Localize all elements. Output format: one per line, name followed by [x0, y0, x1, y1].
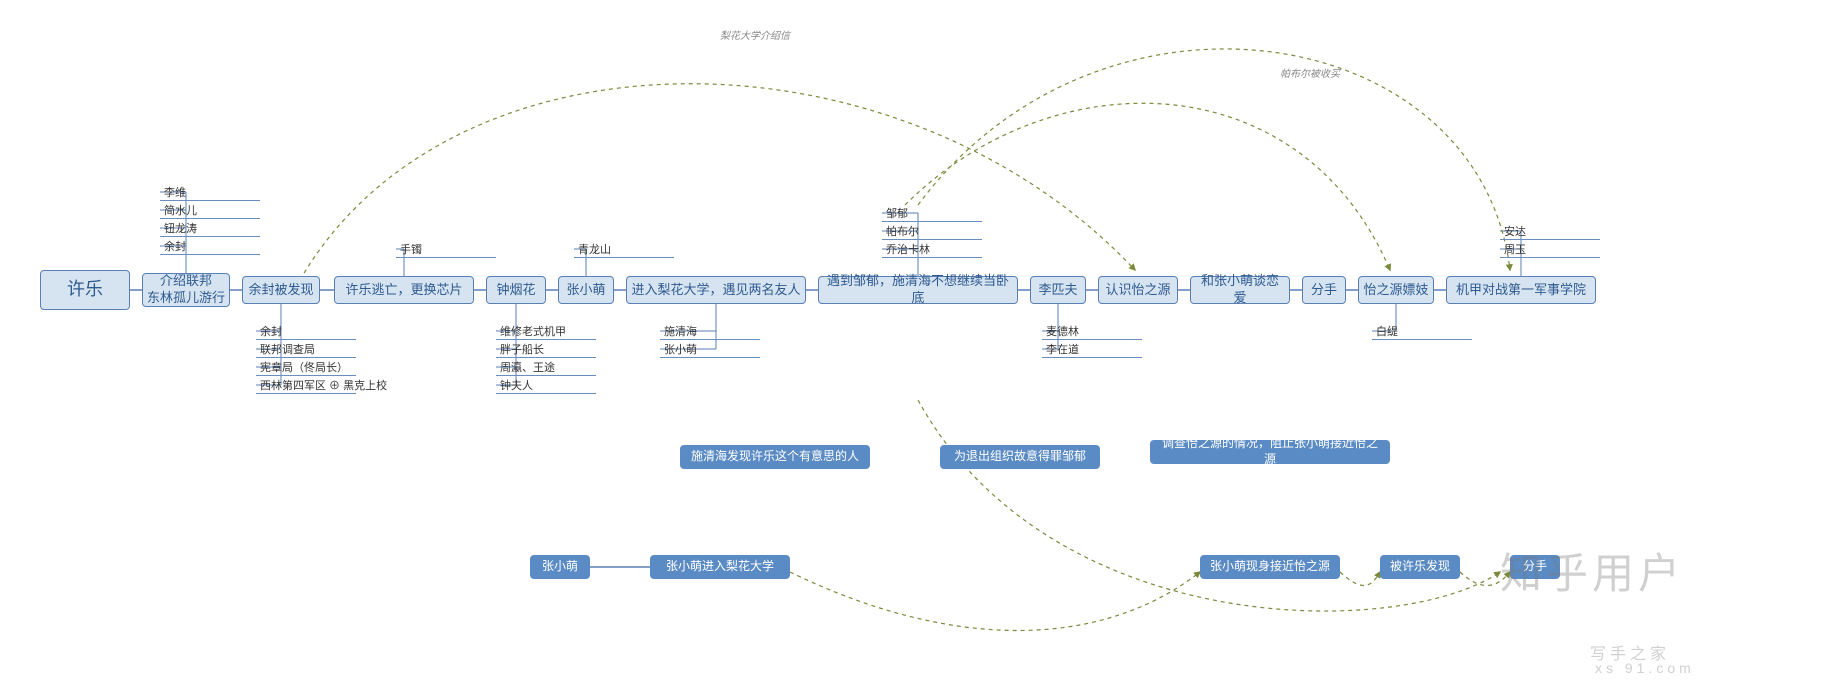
list-item[interactable]: 余封	[160, 237, 260, 255]
list-item[interactable]: 施清海	[660, 322, 760, 340]
watermark: xs 91.com	[1595, 660, 1695, 676]
list-item[interactable]: 周玉	[1500, 240, 1600, 258]
annotation-node[interactable]: 为退出组织故意得罪邹郁	[940, 445, 1100, 469]
timeline-node[interactable]: 分手	[1302, 276, 1346, 304]
timeline-node[interactable]: 钟烟花	[486, 276, 546, 304]
list-item[interactable]: 余封	[256, 322, 356, 340]
list-item[interactable]: 钮龙涛	[160, 219, 260, 237]
timeline-node[interactable]: 介绍联邦 东林孤儿游行	[142, 273, 230, 307]
timeline-node[interactable]: 李匹夫	[1030, 276, 1086, 304]
list-item[interactable]: 乔治卡林	[882, 240, 982, 258]
list-item[interactable]: 简水儿	[160, 201, 260, 219]
timeline-node[interactable]: 张小萌	[558, 276, 614, 304]
list-item[interactable]: 麦德林	[1042, 322, 1142, 340]
timeline-node[interactable]: 余封被发现	[242, 276, 320, 304]
list-item[interactable]: 帕布尔	[882, 222, 982, 240]
edge-label: 帕布尔被收买	[1280, 65, 1340, 80]
timeline-node[interactable]: 遇到邹郁，施清海不想继续当卧底	[818, 276, 1018, 304]
annotation-node[interactable]: 张小萌	[530, 555, 590, 579]
list-item[interactable]: 张小萌	[660, 340, 760, 358]
edge-label: 梨花大学介绍信	[720, 27, 790, 42]
list-item[interactable]: 李维	[160, 183, 260, 201]
list-item[interactable]: 钟夫人	[496, 376, 596, 394]
annotation-node[interactable]: 张小萌进入梨花大学	[650, 555, 790, 579]
annotation-node[interactable]: 被许乐发现	[1380, 555, 1460, 579]
list-item[interactable]: 维修老式机甲	[496, 322, 596, 340]
list-item[interactable]: 白缇	[1372, 322, 1472, 340]
timeline-node[interactable]: 和张小萌谈恋爱	[1190, 276, 1290, 304]
list-item[interactable]: 宪章局（佟局长）	[256, 358, 356, 376]
timeline-node[interactable]: 认识怡之源	[1098, 276, 1178, 304]
watermark: 知乎用户	[1500, 540, 1684, 601]
annotation-node[interactable]: 施清海发现许乐这个有意思的人	[680, 445, 870, 469]
timeline-node[interactable]: 进入梨花大学，遇见两名友人	[626, 276, 806, 304]
list-item[interactable]: 联邦调查局	[256, 340, 356, 358]
timeline-node[interactable]: 许乐逃亡，更换芯片	[334, 276, 474, 304]
timeline-node[interactable]: 怡之源嫖妓	[1358, 276, 1434, 304]
list-item[interactable]: 安达	[1500, 222, 1600, 240]
list-item[interactable]: 手镯	[396, 240, 496, 258]
annotation-node[interactable]: 张小萌现身接近怡之源	[1200, 555, 1340, 579]
annotation-node[interactable]: 调查怡之源的情况，阻止张小萌接近怡之源	[1150, 440, 1390, 464]
list-item[interactable]: 青龙山	[574, 240, 674, 258]
list-item[interactable]: 西林第四军区 ⊕ 黑克上校	[256, 376, 356, 394]
timeline-node[interactable]: 机甲对战第一军事学院	[1446, 276, 1596, 304]
list-item[interactable]: 胖子船长	[496, 340, 596, 358]
root-node[interactable]: 许乐	[40, 270, 130, 310]
list-item[interactable]: 邹郁	[882, 204, 982, 222]
list-item[interactable]: 周瀛、王途	[496, 358, 596, 376]
list-item[interactable]: 李在道	[1042, 340, 1142, 358]
